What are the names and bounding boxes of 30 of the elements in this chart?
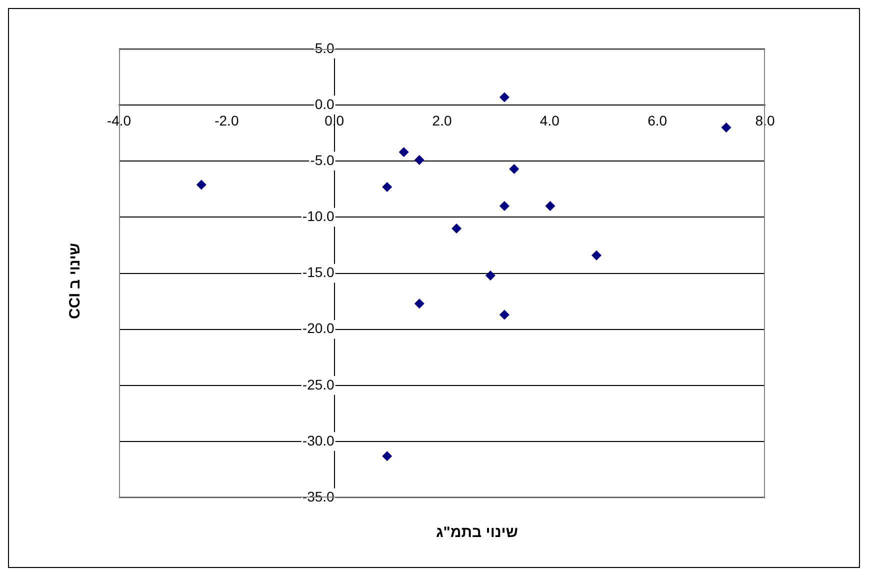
x-tick-label: 6.0	[648, 112, 668, 128]
point	[414, 298, 424, 309]
x-tick-label: 4.0	[540, 112, 560, 128]
y-tick-label: 0.0	[314, 96, 335, 112]
x-tick-label: 8.0	[755, 112, 775, 128]
point	[499, 92, 510, 102]
point	[721, 122, 732, 133]
x-tick-label: -2.0	[214, 112, 239, 128]
point	[545, 201, 556, 212]
point	[485, 270, 496, 281]
point	[382, 182, 392, 192]
point	[398, 147, 409, 158]
y-tick-label: -30.0	[302, 432, 335, 448]
point	[592, 250, 602, 260]
y-tick-label: -5.0	[310, 152, 335, 168]
y-tick-label: -20.0	[302, 320, 335, 336]
y-tick-label: -15.0	[302, 264, 335, 280]
point	[382, 451, 392, 462]
point	[414, 155, 424, 166]
x-tick-label: -4.0	[106, 112, 132, 128]
point	[499, 310, 510, 320]
y-tick-label: -25.0	[302, 376, 335, 392]
y-tick-label: -10.0	[302, 208, 335, 224]
y-axis-title: שינוי ב CCI	[66, 243, 84, 319]
x-tick-label: 2.0	[432, 112, 452, 128]
point	[509, 164, 520, 174]
point	[196, 180, 206, 190]
point	[452, 223, 462, 234]
point	[499, 201, 510, 212]
x-axis-title: שינוי בתמ"ג	[435, 524, 519, 541]
